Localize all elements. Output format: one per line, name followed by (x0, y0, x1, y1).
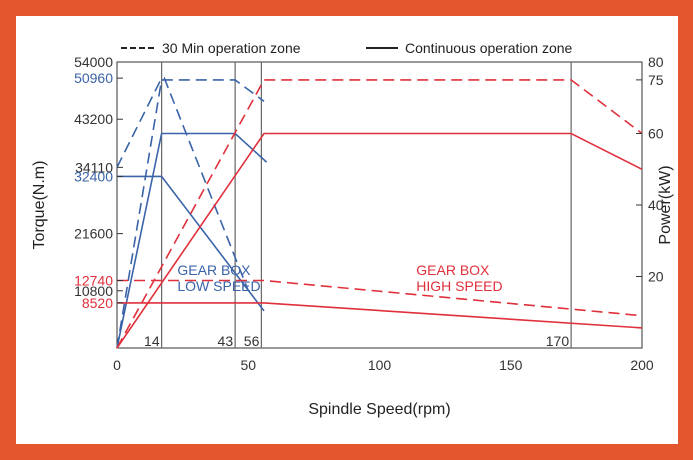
low-speed-continuous-left-line (117, 175, 265, 312)
chart-panel: 14 43 56 170 54000 50960 43200 34110 32400 21600 1… (16, 16, 678, 444)
high-speed-30min-right-line (116, 79, 643, 349)
left-axis-tick-label: 8520 (82, 295, 113, 311)
left-axis-tick-label: 54000 (74, 54, 113, 70)
low-speed-annotation-line: LOW SPEED (177, 278, 260, 294)
low-speed-annotation-line: GEAR BOX (177, 262, 251, 278)
left-axis-tick-label: 10800 (74, 283, 113, 299)
x-axis-tick-label: 150 (499, 357, 523, 373)
x-axis-tick-label: 50 (240, 357, 256, 373)
left-axis-tick-label: 12740 (74, 273, 113, 289)
right-axis-tick-label: 80 (648, 54, 664, 70)
left-axis-tick-label: 43200 (74, 111, 113, 127)
low-speed-30min-right-line (116, 79, 265, 349)
speed-marker-label: 14 (144, 333, 160, 349)
left-axis-tick-label: 50960 (74, 70, 113, 86)
high-speed-30min-left-line (117, 279, 643, 317)
right-axis-tick-label: 60 (648, 126, 664, 142)
x-axis-tick-label: 0 (113, 357, 121, 373)
x-axis-title: Spindle Speed(rpm) (308, 401, 450, 418)
speed-marker-label: 170 (546, 333, 570, 349)
high-speed-continuous-right-line (116, 132, 643, 349)
legend-item-continuous: Continuous operation zone (405, 40, 573, 56)
high-speed-annotation-line: HIGH SPEED (416, 278, 502, 294)
left-axis-tick-label: 34110 (75, 159, 113, 175)
right-axis-tick-label: 20 (648, 269, 664, 285)
low-speed-continuous-right-line (116, 132, 268, 349)
speed-marker-label: 43 (218, 333, 234, 349)
speed-marker-label: 56 (244, 333, 260, 349)
high-speed-annotation-line: GEAR BOX (416, 262, 490, 278)
left-axis-tick-label: 32400 (74, 168, 113, 184)
left-axis-tick-label: 21600 (74, 226, 113, 242)
y-axis-right-title: Power(kW) (657, 165, 674, 244)
y-axis-left-title: Torque(N.m) (31, 161, 48, 250)
x-axis-tick-label: 200 (630, 357, 654, 373)
legend-item-30min: 30 Min operation zone (162, 40, 301, 56)
right-axis-tick-label: 75 (648, 72, 664, 88)
x-axis-tick-label: 100 (368, 357, 392, 373)
high-speed-continuous-left-line (117, 302, 643, 329)
right-axis-tick-label: 40 (648, 197, 664, 213)
